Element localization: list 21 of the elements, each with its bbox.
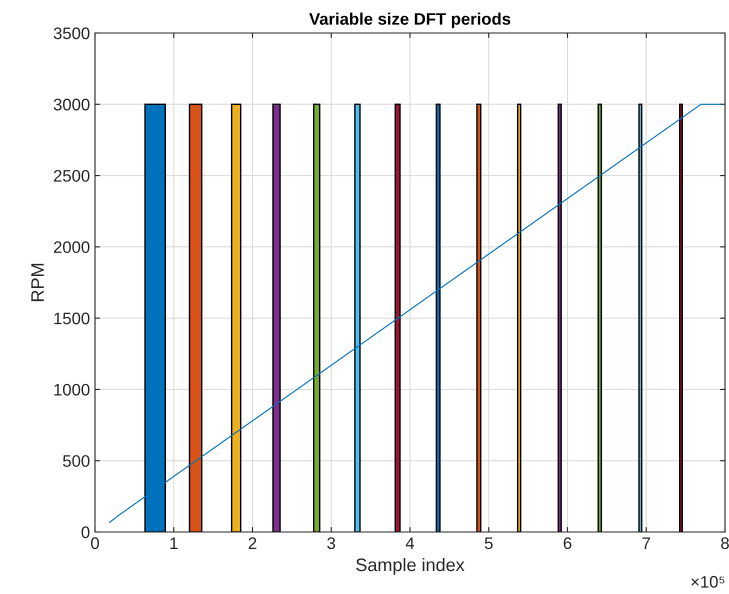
y-tick-label: 1500	[54, 312, 90, 324]
y-tick-label: 2000	[54, 241, 90, 254]
y-tick-label: 0	[82, 526, 90, 538]
x-tick-label: 5	[484, 537, 493, 550]
x-tick-label: 1	[170, 537, 178, 549]
y-tick-label: 3500	[54, 27, 90, 40]
y-tick-label: 2500	[54, 170, 90, 182]
x-axis-title: Sample index	[356, 558, 465, 575]
x-tick-label: 6	[564, 537, 572, 550]
x-tick-label: 0	[91, 537, 99, 550]
x-tick-label: 4	[406, 537, 414, 549]
x-tick-label: 3	[327, 537, 336, 550]
text: ×10⁵	[691, 576, 724, 588]
chart-title: Variable size DFT periods	[309, 12, 510, 28]
x-tick-label: 2	[248, 537, 256, 549]
y-tick-label: 3000	[54, 98, 90, 110]
y-tick-label: 500	[63, 455, 90, 467]
x-tick-label: 8	[721, 537, 729, 550]
y-tick-label: 1000	[54, 384, 90, 396]
y-axis-title: RPM	[31, 264, 44, 302]
x-tick-label: 7	[642, 537, 650, 549]
